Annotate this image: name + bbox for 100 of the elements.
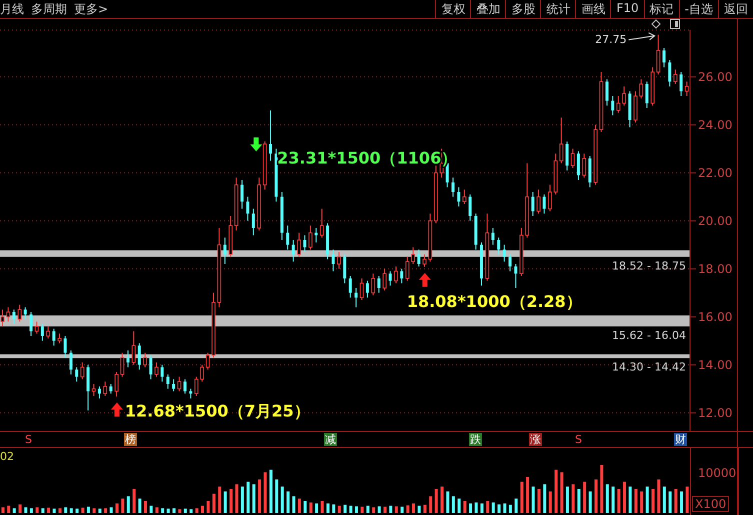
text: 更多> <box>74 2 108 16</box>
candlestick <box>303 234 306 252</box>
candlestick <box>457 186 460 207</box>
candlestick <box>114 372 118 397</box>
candlestick <box>360 278 364 300</box>
bar <box>138 498 142 513</box>
y-tick-label: 18.00 <box>698 262 732 276</box>
candlestick <box>611 96 614 116</box>
candlestick <box>138 342 141 370</box>
bar <box>492 502 495 513</box>
bar <box>652 489 655 513</box>
bar <box>412 503 416 513</box>
bar <box>320 501 324 513</box>
bar <box>434 489 438 513</box>
text: 跌 <box>469 433 482 446</box>
text: 画线 <box>575 0 610 18</box>
bar <box>332 504 336 513</box>
bar <box>269 470 272 513</box>
bar <box>172 508 176 513</box>
bar <box>86 506 90 513</box>
bar <box>612 486 615 513</box>
bar <box>240 486 244 513</box>
y-tick-label: 16.00 <box>698 310 732 324</box>
candlestick <box>34 321 39 334</box>
bar <box>178 509 182 513</box>
bar <box>298 498 301 513</box>
bar <box>622 482 626 513</box>
y-tick-label: 22.00 <box>698 166 732 180</box>
bar <box>508 504 512 513</box>
candlestick <box>286 225 290 250</box>
candlestick <box>343 254 346 284</box>
bar <box>218 486 222 513</box>
candlestick <box>46 326 50 339</box>
bar <box>92 508 96 513</box>
bar <box>150 506 153 513</box>
bar <box>418 506 421 513</box>
candlestick <box>570 148 575 168</box>
annotation: 12.68*1500（7月25） <box>124 401 310 420</box>
bar <box>628 486 632 513</box>
bar <box>292 496 296 513</box>
candlestick <box>166 374 170 390</box>
candlestick <box>172 378 176 392</box>
text: 减 <box>324 433 337 446</box>
bar <box>47 508 50 513</box>
candlestick <box>109 384 112 394</box>
bar <box>474 502 478 513</box>
candlestick <box>422 254 426 268</box>
candlestick <box>645 81 648 108</box>
bar <box>446 491 450 513</box>
bar <box>548 491 552 513</box>
candlestick <box>382 268 386 291</box>
bar <box>184 508 187 513</box>
bar <box>480 503 484 513</box>
bar <box>674 489 678 513</box>
candlestick <box>154 362 158 378</box>
candlestick <box>69 350 72 375</box>
candlestick <box>371 273 376 296</box>
bar <box>7 506 10 513</box>
bar <box>366 506 370 513</box>
text: X100 <box>692 496 730 512</box>
candlestick <box>417 249 420 267</box>
bar <box>378 506 381 513</box>
candlestick <box>337 252 341 270</box>
bar <box>230 489 233 513</box>
bar <box>583 482 586 513</box>
bar <box>104 508 108 513</box>
candlestick <box>668 60 672 87</box>
bar <box>58 508 62 513</box>
candlestick <box>189 388 192 399</box>
bar <box>646 486 649 513</box>
bar <box>195 508 198 513</box>
bar <box>144 501 147 513</box>
y-tick-label: 12.00 <box>698 406 732 420</box>
candlestick <box>177 376 182 392</box>
candlestick <box>394 266 398 284</box>
bar <box>514 498 518 513</box>
candlestick <box>103 381 108 396</box>
candlestick <box>297 232 301 258</box>
candlestick <box>400 268 404 284</box>
candlestick <box>206 352 210 370</box>
candlestick <box>639 78 644 99</box>
candlestick <box>246 196 250 222</box>
candlestick <box>462 189 466 204</box>
candlestick <box>80 362 84 380</box>
candlestick <box>588 156 592 188</box>
candlestick <box>40 324 44 342</box>
candlestick <box>120 352 124 378</box>
candlestick <box>684 81 689 96</box>
candlestick <box>605 78 608 106</box>
y-tick-label: 14.00 <box>698 358 732 372</box>
bar <box>275 479 278 513</box>
candlestick <box>451 177 454 198</box>
text: 多周期 <box>31 2 67 16</box>
bar <box>110 507 113 513</box>
bar <box>680 491 684 513</box>
annotation: 23.31*1500（1106） <box>277 148 458 168</box>
bar <box>12 508 16 513</box>
bar <box>503 503 506 513</box>
candlestick <box>132 330 136 366</box>
bar <box>617 489 620 513</box>
